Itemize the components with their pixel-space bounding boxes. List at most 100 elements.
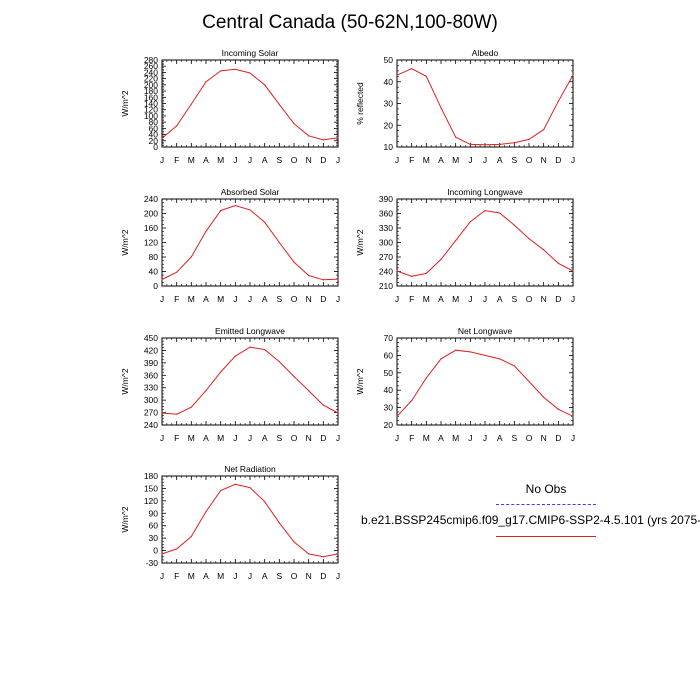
panel-title: Emitted Longwave [215, 326, 285, 336]
x-tick-label: J [336, 155, 340, 165]
data-point [220, 70, 222, 72]
x-tick-label: D [320, 571, 326, 581]
x-tick-label: D [320, 155, 326, 165]
panel-frame [396, 198, 574, 287]
x-tick-label: M [188, 155, 195, 165]
data-point [176, 413, 178, 415]
y-tick-label: -30 [146, 558, 159, 568]
y-axis-label: % reflected [355, 82, 365, 125]
data-point [161, 553, 163, 555]
x-tick-label: O [526, 294, 533, 304]
x-tick-label: A [262, 571, 268, 581]
y-tick-label: 70 [384, 333, 394, 343]
data-point [308, 135, 310, 137]
y-tick-label: 40 [149, 267, 159, 277]
series-line-net-longwave [396, 349, 574, 417]
x-tick-label: J [395, 433, 399, 443]
y-tick-label: 40 [384, 385, 394, 395]
data-point [469, 221, 471, 223]
x-tick-label: J [233, 433, 237, 443]
data-point [322, 279, 324, 281]
data-point [264, 501, 266, 503]
y-tick-label: 10 [384, 142, 394, 152]
y-tick-label: 270 [379, 252, 393, 262]
x-tick-label: S [511, 155, 517, 165]
data-point [278, 103, 280, 106]
y-tick-label: 40 [149, 130, 159, 140]
data-point [308, 553, 310, 555]
data-point [205, 390, 207, 392]
data-point [161, 412, 163, 414]
x-tick-label: O [526, 155, 533, 165]
data-point [557, 262, 559, 264]
panel-frame [161, 198, 339, 287]
data-point [557, 408, 559, 410]
x-tick-label: N [306, 571, 312, 581]
data-point [176, 548, 178, 550]
x-tick-label: M [452, 155, 459, 165]
y-tick-label: 0 [153, 546, 158, 556]
x-tick-label: N [541, 294, 547, 304]
data-point [308, 390, 310, 392]
x-tick-label: J [483, 155, 487, 165]
y-tick-label: 240 [144, 194, 158, 204]
y-tick-label: 60 [384, 350, 394, 360]
data-point [322, 139, 324, 141]
x-tick-label: D [320, 433, 326, 443]
x-tick-label: S [276, 433, 282, 443]
data-point [528, 238, 530, 240]
y-tick-label: 180 [144, 86, 158, 96]
data-point [205, 511, 207, 513]
x-tick-label: F [174, 294, 179, 304]
y-tick-label: 30 [149, 533, 159, 543]
y-tick-label: 0 [153, 281, 158, 291]
x-tick-label: A [497, 155, 503, 165]
x-tick-label: A [203, 433, 209, 443]
data-point [337, 137, 339, 139]
y-tick-label: 60 [149, 123, 159, 133]
x-tick-label: J [571, 294, 575, 304]
data-point [499, 358, 501, 360]
data-point [161, 137, 163, 139]
data-point [264, 84, 266, 86]
y-tick-label: 30 [384, 403, 394, 413]
data-point [190, 103, 192, 105]
data-point [528, 380, 530, 383]
data-point [572, 415, 574, 417]
data-point [484, 210, 486, 212]
x-tick-label: J [160, 433, 164, 443]
x-tick-label: J [233, 571, 237, 581]
data-point [322, 556, 324, 558]
y-tick-label: 180 [144, 471, 158, 481]
x-tick-label: D [555, 294, 561, 304]
data-point [190, 256, 192, 258]
y-tick-label: 120 [144, 105, 158, 115]
data-point [234, 204, 236, 207]
data-point [322, 404, 324, 406]
x-tick-label: J [483, 433, 487, 443]
x-tick-label: A [262, 294, 268, 304]
data-point [249, 209, 251, 211]
data-point [440, 107, 442, 109]
x-tick-label: M [217, 433, 224, 443]
x-tick-label: M [423, 433, 430, 443]
x-tick-label: J [248, 155, 252, 165]
x-tick-label: J [395, 155, 399, 165]
data-point [278, 522, 280, 524]
x-tick-label: J [160, 571, 164, 581]
data-point [205, 81, 207, 83]
x-tick-label: M [188, 433, 195, 443]
x-tick-label: S [276, 571, 282, 581]
series-line-absorbed-solar [161, 204, 339, 281]
y-tick-label: 20 [149, 136, 159, 146]
y-tick-label: 260 [144, 61, 158, 71]
x-tick-label: F [409, 433, 414, 443]
y-tick-label: 270 [144, 408, 158, 418]
x-tick-label: A [203, 571, 209, 581]
panel-title: Incoming Solar [222, 48, 279, 58]
